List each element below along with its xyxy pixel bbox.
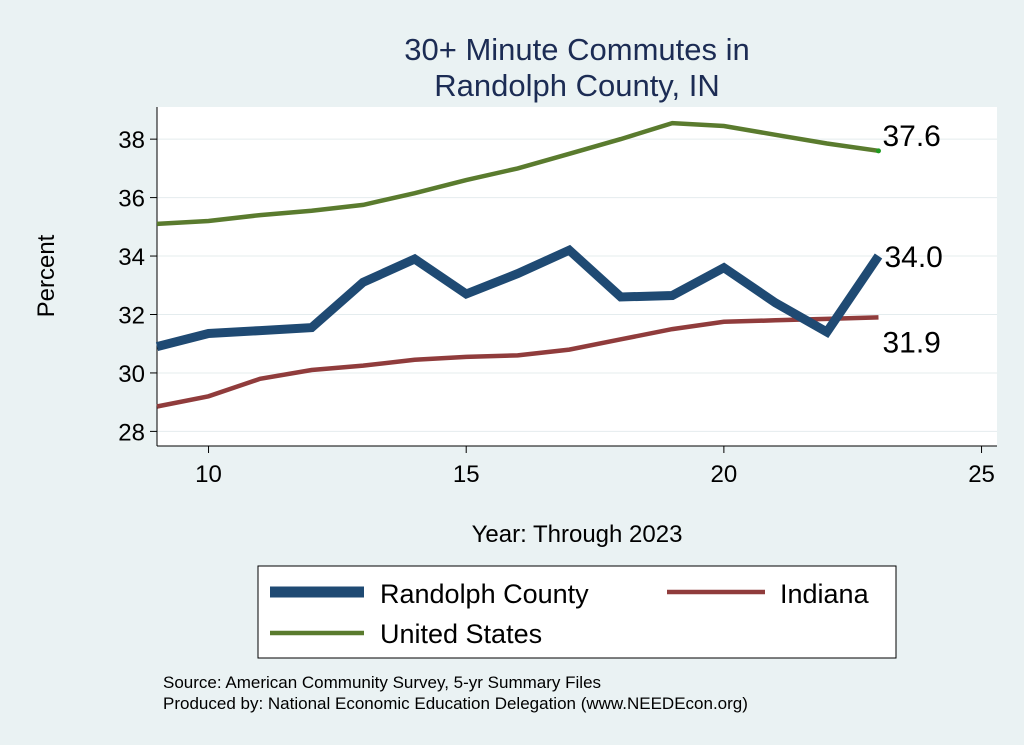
end-labels: 34.0 31.9 37.6 — [882, 120, 942, 360]
end-label-united-states: 37.6 — [882, 120, 940, 153]
y-tick-label: 32 — [118, 302, 145, 329]
x-axis-title: Year: Through 2023 — [472, 521, 683, 548]
x-tick-label: 20 — [711, 461, 738, 488]
series-lines — [155, 120, 883, 409]
chart-title-line-2: Randolph County, IN — [434, 68, 719, 103]
end-label-randolph-county: 34.0 — [884, 241, 942, 274]
x-tick-label: 10 — [195, 461, 222, 488]
y-tick-label: 36 — [118, 186, 145, 213]
series-line-indiana — [156, 315, 879, 409]
end-label-indiana: 31.9 — [882, 326, 940, 359]
legend-label-indiana: Indiana — [780, 579, 870, 609]
x-tick-label: 25 — [968, 461, 995, 488]
series-line-united-states — [156, 120, 879, 227]
y-tick-label: 28 — [118, 419, 145, 446]
y-tick-label: 34 — [118, 244, 145, 271]
y-tick-label: 30 — [118, 361, 145, 388]
y-tick-label: 38 — [118, 127, 145, 154]
series-line-randolph-county — [155, 244, 883, 351]
y-axis: 28 30 32 34 36 38 — [118, 107, 158, 446]
plot-area — [157, 107, 997, 446]
producer-note: Produced by: National Economic Education… — [163, 694, 748, 713]
legend: Randolph County Indiana United States — [257, 565, 897, 659]
legend-box — [257, 565, 897, 659]
chart-title-line-1: 30+ Minute Commutes in — [404, 32, 749, 67]
y-axis-title: Percent — [33, 234, 60, 317]
legend-label-randolph-county: Randolph County — [380, 579, 589, 609]
x-axis: 10 15 20 25 — [157, 445, 997, 488]
source-note: Source: American Community Survey, 5-yr … — [163, 673, 601, 692]
series-endpoint-united-states — [875, 148, 881, 154]
x-tick-label: 15 — [453, 461, 480, 488]
legend-label-united-states: United States — [380, 619, 542, 649]
